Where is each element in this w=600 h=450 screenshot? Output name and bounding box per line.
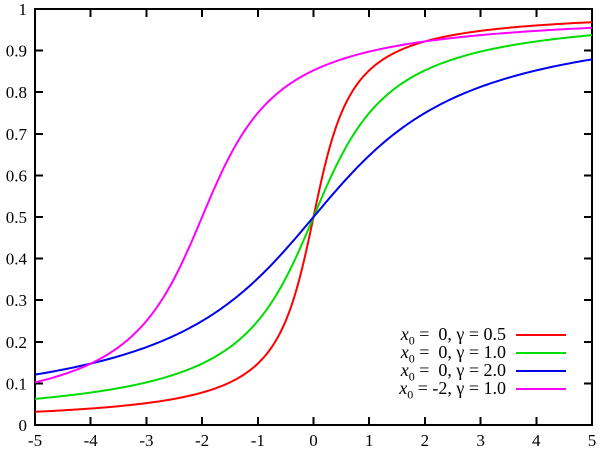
legend-var: x xyxy=(400,323,409,344)
y-tick-label: 0.3 xyxy=(6,291,27,310)
legend-item: x0 = 0, γ = 1.0 xyxy=(399,342,566,365)
x-tick-label: -5 xyxy=(28,431,42,450)
x-tick-label: 0 xyxy=(309,431,318,450)
y-tick-label: 0.6 xyxy=(6,166,27,185)
legend-var: x xyxy=(399,377,408,398)
legend-line-sample xyxy=(516,370,566,372)
legend-var: x xyxy=(400,341,409,362)
legend-line-sample xyxy=(516,388,566,390)
x-tick-label: -1 xyxy=(251,431,265,450)
x-tick-label: -3 xyxy=(139,431,153,450)
y-tick-label: 0.7 xyxy=(6,125,28,144)
legend-params: = 0, γ = 0.5 xyxy=(414,323,506,344)
series-curve-3 xyxy=(34,26,593,384)
legend-label: x0 = -2, γ = 1.0 xyxy=(399,378,506,401)
legend-item: x0 = 0, γ = 2.0 xyxy=(399,360,566,383)
legend-params: = -2, γ = 1.0 xyxy=(413,377,506,398)
legend: x0 = 0, γ = 0.5 x0 = 0, γ = 1.0 x0 = 0, … xyxy=(399,324,566,401)
legend-line-sample xyxy=(516,334,566,336)
x-tick-label: 1 xyxy=(365,431,374,450)
y-tick-label: 1 xyxy=(19,0,28,19)
x-tick-label: -4 xyxy=(84,431,99,450)
legend-item: x0 = 0, γ = 0.5 xyxy=(399,324,566,347)
x-tick-label: 5 xyxy=(588,431,597,450)
x-tick-label: 3 xyxy=(476,431,485,450)
y-tick-label: 0.1 xyxy=(6,374,27,393)
legend-var: x xyxy=(400,359,409,380)
legend-var-sub: 0 xyxy=(408,369,415,384)
legend-var-sub: 0 xyxy=(408,351,415,366)
legend-params: = 0, γ = 1.0 xyxy=(414,341,506,362)
legend-var-sub: 0 xyxy=(408,333,415,348)
y-tick-label: 0 xyxy=(19,416,28,435)
legend-line-sample xyxy=(516,352,566,354)
x-tick-label: 4 xyxy=(532,431,541,450)
series-curve-2 xyxy=(34,58,593,376)
x-tick-label: -2 xyxy=(195,431,209,450)
legend-label: x0 = 0, γ = 0.5 xyxy=(401,324,506,347)
y-tick-label: 0.2 xyxy=(6,333,27,352)
legend-item: x0 = -2, γ = 1.0 xyxy=(399,378,566,401)
x-tick-label: 2 xyxy=(421,431,430,450)
legend-label: x0 = 0, γ = 1.0 xyxy=(401,342,506,365)
y-tick-label: 0.9 xyxy=(6,42,27,61)
y-tick-label: 0.4 xyxy=(6,250,28,269)
legend-params: = 0, γ = 2.0 xyxy=(414,359,506,380)
y-tick-label: 0.8 xyxy=(6,83,27,102)
legend-label: x0 = 0, γ = 2.0 xyxy=(401,360,506,383)
y-tick-label: 0.5 xyxy=(6,208,27,227)
legend-var-sub: 0 xyxy=(407,387,414,402)
